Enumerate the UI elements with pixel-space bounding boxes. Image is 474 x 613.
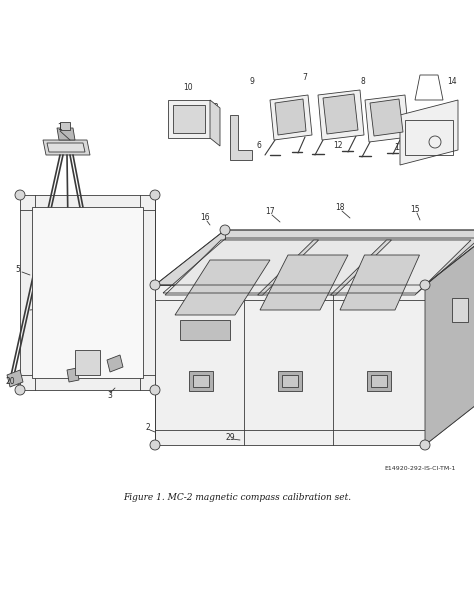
Text: 15: 15 bbox=[410, 205, 420, 215]
Text: 7: 7 bbox=[302, 74, 308, 83]
Polygon shape bbox=[43, 140, 90, 155]
Polygon shape bbox=[257, 240, 319, 295]
Polygon shape bbox=[367, 371, 391, 391]
Text: 9: 9 bbox=[250, 77, 255, 86]
Text: 8: 8 bbox=[361, 77, 365, 85]
Polygon shape bbox=[425, 230, 474, 445]
Circle shape bbox=[420, 440, 430, 450]
Text: Figure 1. MC-2 magnetic compass calibration set.: Figure 1. MC-2 magnetic compass calibrat… bbox=[123, 493, 351, 503]
Text: 17: 17 bbox=[265, 207, 275, 216]
Polygon shape bbox=[452, 298, 468, 322]
Circle shape bbox=[150, 190, 160, 200]
Polygon shape bbox=[193, 375, 209, 387]
Text: 5: 5 bbox=[16, 265, 20, 275]
Text: 10: 10 bbox=[183, 83, 193, 93]
Polygon shape bbox=[189, 371, 213, 391]
Text: 13: 13 bbox=[209, 104, 219, 113]
Polygon shape bbox=[270, 95, 312, 140]
Polygon shape bbox=[67, 368, 79, 382]
Polygon shape bbox=[57, 128, 75, 140]
Polygon shape bbox=[165, 240, 471, 295]
Polygon shape bbox=[32, 207, 143, 378]
Circle shape bbox=[220, 225, 230, 235]
Polygon shape bbox=[370, 99, 403, 136]
Polygon shape bbox=[155, 285, 425, 445]
Polygon shape bbox=[282, 375, 298, 387]
Circle shape bbox=[15, 385, 25, 395]
Circle shape bbox=[15, 190, 25, 200]
Polygon shape bbox=[318, 90, 364, 140]
Polygon shape bbox=[175, 260, 270, 315]
Text: 6: 6 bbox=[256, 140, 262, 150]
Polygon shape bbox=[323, 94, 358, 134]
Polygon shape bbox=[275, 99, 306, 135]
Polygon shape bbox=[173, 105, 205, 133]
Text: 20: 20 bbox=[5, 378, 15, 387]
Text: 11: 11 bbox=[394, 142, 404, 151]
Circle shape bbox=[150, 385, 160, 395]
Polygon shape bbox=[75, 350, 100, 375]
Polygon shape bbox=[60, 122, 70, 130]
Text: 16: 16 bbox=[200, 213, 210, 223]
Text: 14: 14 bbox=[447, 77, 457, 86]
Polygon shape bbox=[230, 115, 252, 160]
Polygon shape bbox=[365, 95, 409, 142]
Text: 1: 1 bbox=[58, 123, 63, 132]
Polygon shape bbox=[260, 255, 348, 310]
Polygon shape bbox=[371, 375, 387, 387]
Polygon shape bbox=[107, 355, 123, 372]
Text: 2: 2 bbox=[146, 424, 150, 433]
Polygon shape bbox=[180, 320, 230, 340]
Polygon shape bbox=[278, 371, 302, 391]
Polygon shape bbox=[330, 240, 392, 295]
Text: 12: 12 bbox=[333, 140, 343, 150]
Polygon shape bbox=[340, 255, 419, 310]
Circle shape bbox=[420, 280, 430, 290]
Polygon shape bbox=[7, 370, 23, 387]
Text: 3: 3 bbox=[108, 390, 112, 400]
Circle shape bbox=[150, 440, 160, 450]
Polygon shape bbox=[168, 100, 210, 138]
Polygon shape bbox=[47, 143, 85, 152]
Text: E14920-292-IS-CI-TM-1: E14920-292-IS-CI-TM-1 bbox=[384, 465, 456, 471]
Text: 18: 18 bbox=[335, 204, 345, 213]
Polygon shape bbox=[400, 100, 458, 165]
Polygon shape bbox=[210, 100, 220, 146]
Circle shape bbox=[150, 280, 160, 290]
Polygon shape bbox=[155, 230, 474, 285]
Text: 29: 29 bbox=[225, 433, 235, 443]
Polygon shape bbox=[20, 195, 155, 390]
